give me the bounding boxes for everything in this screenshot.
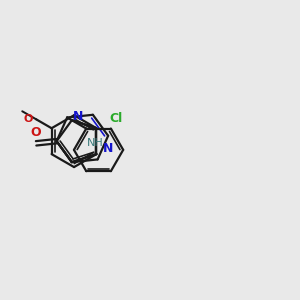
Text: O: O	[31, 127, 41, 140]
Text: NH: NH	[87, 138, 103, 148]
Text: N: N	[72, 110, 83, 122]
Text: O: O	[23, 114, 33, 124]
Text: Cl: Cl	[110, 112, 123, 125]
Text: N: N	[103, 142, 113, 155]
